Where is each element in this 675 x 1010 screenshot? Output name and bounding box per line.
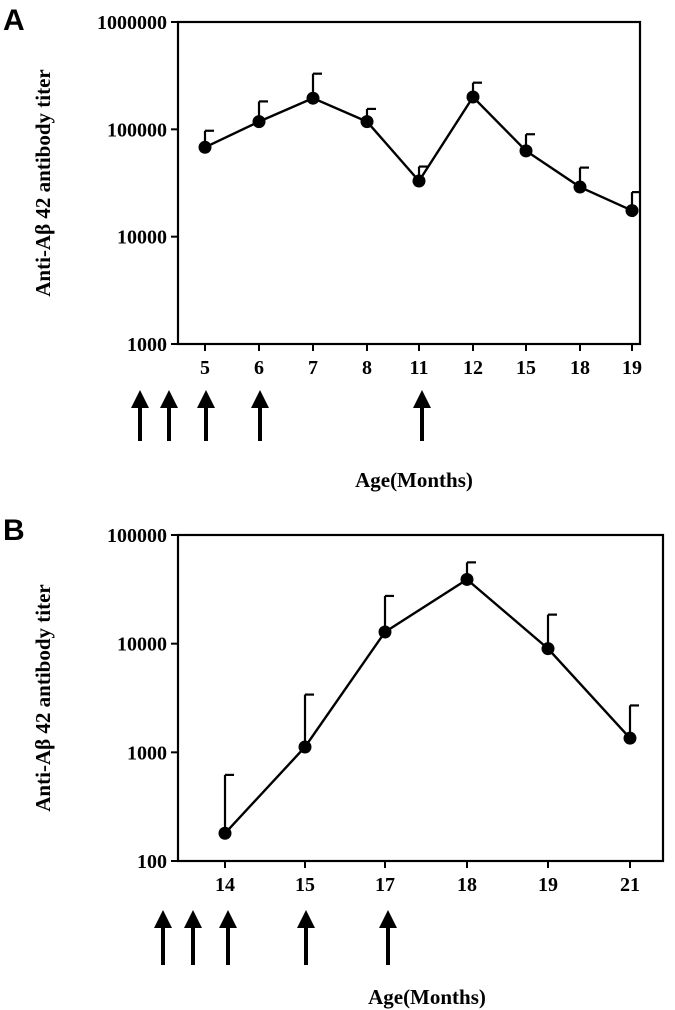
x-tick-label: 19 xyxy=(622,357,642,379)
y-axis-title: Anti-Aβ 42 antibody titer xyxy=(31,69,55,296)
y-tick-label: 1000000 xyxy=(97,12,167,34)
data-point xyxy=(306,91,320,105)
x-tick-label: 15 xyxy=(516,357,536,379)
immunization-arrow-head xyxy=(160,390,178,408)
data-point xyxy=(252,115,266,129)
data-point xyxy=(466,90,480,104)
y-tick-label: 100000 xyxy=(107,119,167,141)
chart-panel-a: A 1000 10000 100000 1000000 5 6 7 8 11 12 15 18 19 Ant… xyxy=(3,4,642,492)
data-point xyxy=(573,180,587,194)
data-point xyxy=(218,826,232,840)
y-tick-label: 10000 xyxy=(117,634,167,656)
y-axis-title: Anti-Aβ 42 antibody titer xyxy=(31,584,55,811)
y-tick-label: 1000 xyxy=(127,742,167,764)
x-tick-label: 14 xyxy=(215,874,235,896)
series-line xyxy=(204,95,633,212)
immunization-arrow-head xyxy=(413,390,431,408)
x-tick-label: 15 xyxy=(295,874,315,896)
x-tick-label: 12 xyxy=(463,357,483,379)
immunization-arrow-head xyxy=(154,910,172,928)
immunization-arrow-head xyxy=(184,910,202,928)
data-point xyxy=(298,740,312,754)
data-point xyxy=(519,144,533,158)
x-axis-title: Age(Months) xyxy=(368,985,486,1009)
x-tick-label: 21 xyxy=(620,874,640,896)
immunization-arrow-head xyxy=(219,910,237,928)
y-tick-label: 1000 xyxy=(127,334,167,356)
y-tick-label: 100000 xyxy=(107,525,167,547)
chart-panel-b: B 100 1000 10000 100000 14 15 17 18 19 21 Anti-Aβ 4… xyxy=(3,514,665,1009)
x-tick-label: 18 xyxy=(570,357,590,379)
y-tick-label: 100 xyxy=(137,851,167,873)
immunization-arrow-head xyxy=(131,390,149,408)
immunization-arrow-head xyxy=(251,390,269,408)
data-point xyxy=(623,731,637,745)
x-tick-label: 17 xyxy=(375,874,395,896)
plot-frame xyxy=(176,20,642,346)
plot-frame xyxy=(176,533,665,863)
x-tick-label: 5 xyxy=(200,357,210,379)
x-tick-label: 19 xyxy=(538,874,558,896)
panel-label: A xyxy=(3,4,25,37)
x-tick-label: 18 xyxy=(457,874,477,896)
y-tick-label: 10000 xyxy=(117,227,167,249)
x-tick-label: 8 xyxy=(362,357,372,379)
data-point xyxy=(541,642,555,656)
data-point xyxy=(625,204,639,218)
x-tick-label: 7 xyxy=(308,357,318,379)
immunization-arrow-head xyxy=(297,910,315,928)
panel-label: B xyxy=(3,514,25,547)
series-line xyxy=(224,577,631,835)
data-point xyxy=(460,572,474,586)
x-tick-label: 6 xyxy=(254,357,264,379)
data-point xyxy=(198,140,212,154)
immunization-arrow-head xyxy=(197,390,215,408)
x-axis-title: Age(Months) xyxy=(355,468,473,492)
data-point xyxy=(360,115,374,129)
x-tick-label: 11 xyxy=(410,357,429,379)
data-point xyxy=(378,625,392,639)
data-point xyxy=(412,174,426,188)
immunization-arrow-head xyxy=(379,910,397,928)
